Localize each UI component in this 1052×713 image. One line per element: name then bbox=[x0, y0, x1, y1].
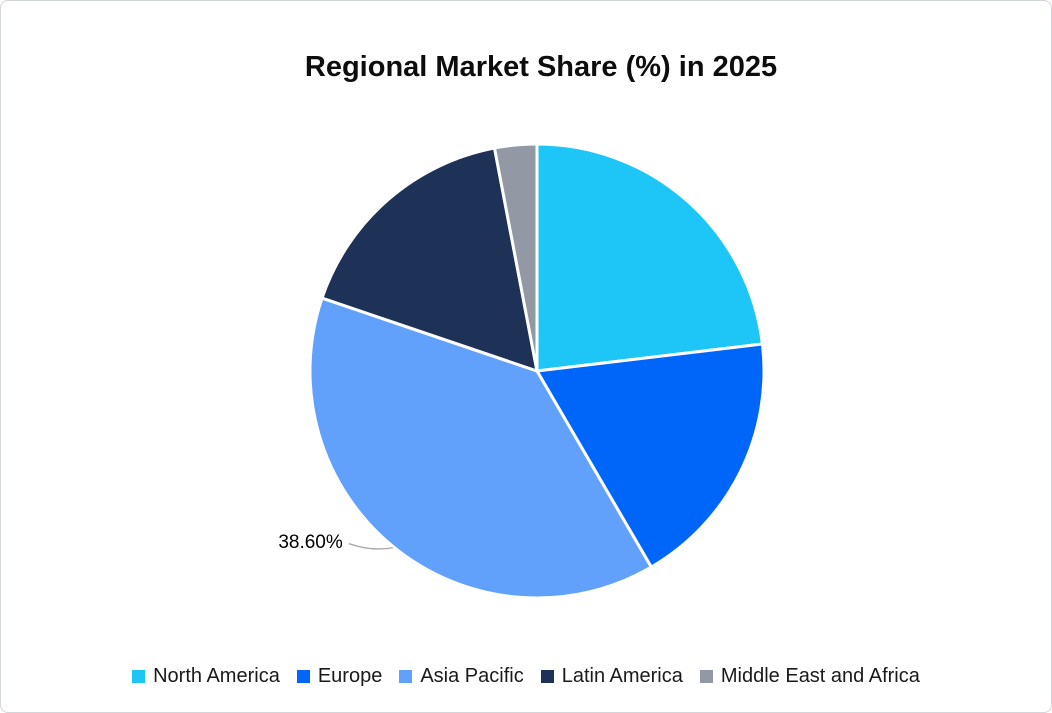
pie-slice-latin-america[interactable] bbox=[320, 146, 539, 373]
legend-item-europe[interactable]: Europe bbox=[296, 665, 383, 688]
legend-label: Asia Pacific bbox=[420, 665, 524, 687]
pie-slice-middle-east-and-africa[interactable] bbox=[493, 142, 539, 373]
legend-label: North America bbox=[153, 665, 280, 687]
legend-marker-latin-america bbox=[540, 670, 554, 683]
legend: North America Europe Asia Pacific Latin Ame… bbox=[1, 665, 1051, 688]
legend-label: Middle East and Africa bbox=[720, 665, 920, 687]
legend-item-latin-america[interactable]: Latin America bbox=[540, 665, 683, 688]
data-label-leader-line bbox=[348, 542, 393, 550]
legend-label: Latin America bbox=[561, 665, 683, 687]
legend-label: Europe bbox=[317, 665, 383, 687]
legend-marker-middle-east-and-africa bbox=[699, 670, 713, 683]
legend-item-middle-east-and-africa[interactable]: Middle East and Africa bbox=[699, 665, 920, 688]
pie-slice-europe[interactable] bbox=[535, 342, 766, 569]
pie-slice-north-america[interactable] bbox=[535, 142, 764, 373]
chart-title: Regional Market Share (%) in 2025 bbox=[304, 51, 778, 83]
legend-marker-asia-pacific bbox=[399, 670, 413, 683]
pie-slice-asia-pacific[interactable] bbox=[308, 296, 653, 600]
legend-item-asia-pacific[interactable]: Asia Pacific bbox=[399, 665, 524, 688]
legend-marker-north-america bbox=[132, 670, 146, 683]
legend-item-north-america[interactable]: North America bbox=[132, 665, 280, 688]
data-label-asia-pacific: 38.60% bbox=[278, 531, 343, 553]
legend-marker-europe bbox=[296, 670, 310, 683]
